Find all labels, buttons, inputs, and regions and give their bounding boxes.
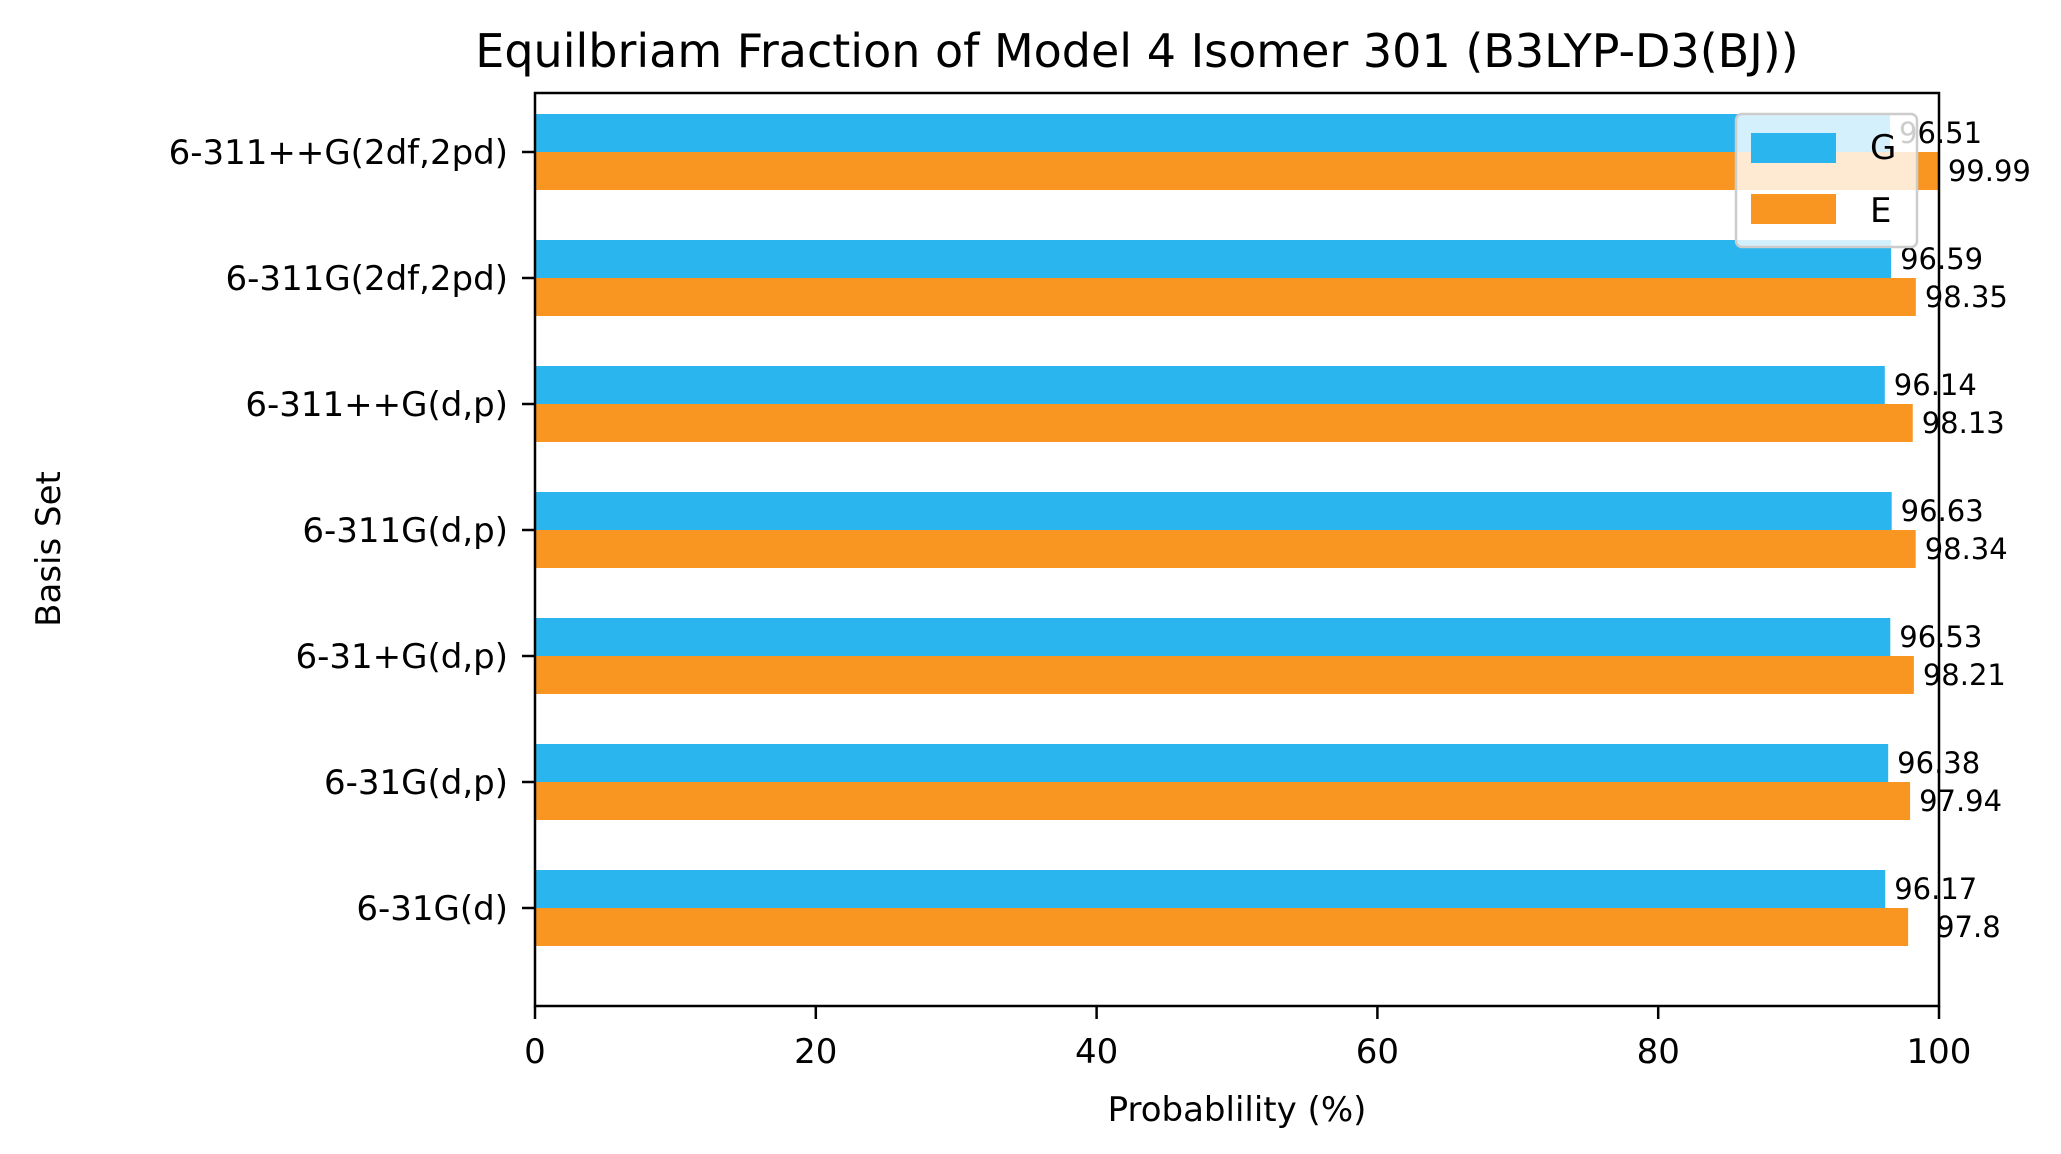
bar-g-6-31-g-d-p [535, 618, 1891, 656]
y-tick-label-6-31g-d: 6-31G(d) [356, 889, 508, 929]
bar-e-6-311-g-2df-2pd [535, 152, 1939, 190]
x-tick-label-20: 20 [794, 1032, 837, 1072]
plot-bars [535, 114, 1939, 946]
data-label-e-6-311g-d-p: 98.34 [1925, 532, 2008, 566]
y-tick-label-6-311-g-2df-2pd: 6-311++G(2df,2pd) [169, 133, 508, 173]
bar-g-6-31g-d-p [535, 744, 1889, 782]
data-label-g-6-311g-d-p: 96.63 [1901, 494, 1984, 528]
legend-swatch-e [1751, 194, 1836, 224]
legend: G E [1734, 112, 1919, 249]
bar-g-6-311-g-2df-2pd [535, 114, 1891, 152]
legend-label-e: E [1870, 191, 1891, 231]
x-tick-label-100: 100 [1907, 1032, 1972, 1072]
bar-g-6-311-g-d-p [535, 366, 1885, 404]
x-axis: 0 20 40 60 80 100 [524, 1006, 1971, 1072]
bar-e-6-311g-d-p [535, 530, 1916, 568]
legend-label-g: G [1870, 128, 1896, 168]
x-tick-label-60: 60 [1356, 1032, 1399, 1072]
data-label-e-6-311-g-d-p: 98.13 [1922, 406, 2005, 440]
data-label-e-6-31g-d-p: 97.94 [1919, 784, 2002, 818]
chart-title: Equilbriam Fraction of Model 4 Isomer 30… [475, 24, 1798, 78]
data-label-g-6-31g-d: 96.17 [1894, 872, 1977, 906]
data-label-g-6-311g-2df-2pd: 96.59 [1900, 242, 1983, 276]
legend-swatch-g [1751, 133, 1836, 163]
data-label-e-6-31g-d: 97.8 [1936, 910, 2001, 944]
bar-e-6-311g-2df-2pd [535, 278, 1916, 316]
x-tick-label-80: 80 [1637, 1032, 1680, 1072]
bar-e-6-311-g-d-p [535, 404, 1913, 442]
bar-e-6-31-g-d-p [535, 656, 1914, 694]
data-label-e-6-311-g-2df-2pd: 99.99 [1948, 154, 2031, 188]
data-label-g-6-31-g-d-p: 96.53 [1899, 620, 1982, 654]
y-tick-label-6-31-g-d-p: 6-31+G(d,p) [296, 637, 509, 677]
y-tick-label-6-311-g-d-p: 6-311++G(d,p) [245, 385, 508, 425]
x-tick-label-0: 0 [524, 1032, 546, 1072]
bar-g-6-311g-2df-2pd [535, 240, 1892, 278]
data-label-e-6-31-g-d-p: 98.21 [1923, 658, 2006, 692]
y-axis-label: Basis Set [29, 471, 69, 627]
x-tick-label-40: 40 [1075, 1032, 1118, 1072]
data-label-g-6-311-g-d-p: 96.14 [1894, 368, 1977, 402]
bar-e-6-31g-d [535, 908, 1909, 946]
x-axis-label: Probablility (%) [1108, 1090, 1367, 1130]
bar-g-6-311g-d-p [535, 492, 1892, 530]
data-label-e-6-311g-2df-2pd: 98.35 [1925, 280, 2008, 314]
plot-frame [533, 91, 1941, 1008]
bar-g-6-31g-d [535, 870, 1886, 908]
y-axis: 6-31G(d) 6-31G(d,p) 6-31+G(d,p) 6-311G(d,p)… [169, 133, 535, 929]
y-tick-label-6-311g-d-p: 6-311G(d,p) [302, 511, 508, 551]
y-tick-label-6-311g-2df-2pd: 6-311G(2df,2pd) [226, 259, 508, 299]
bar-e-6-31g-d-p [535, 782, 1911, 820]
y-tick-label-6-31g-d-p: 6-31G(d,p) [324, 763, 508, 803]
data-labels: 96.1797.896.3897.9496.5398.2196.6398.349… [1894, 116, 2031, 944]
